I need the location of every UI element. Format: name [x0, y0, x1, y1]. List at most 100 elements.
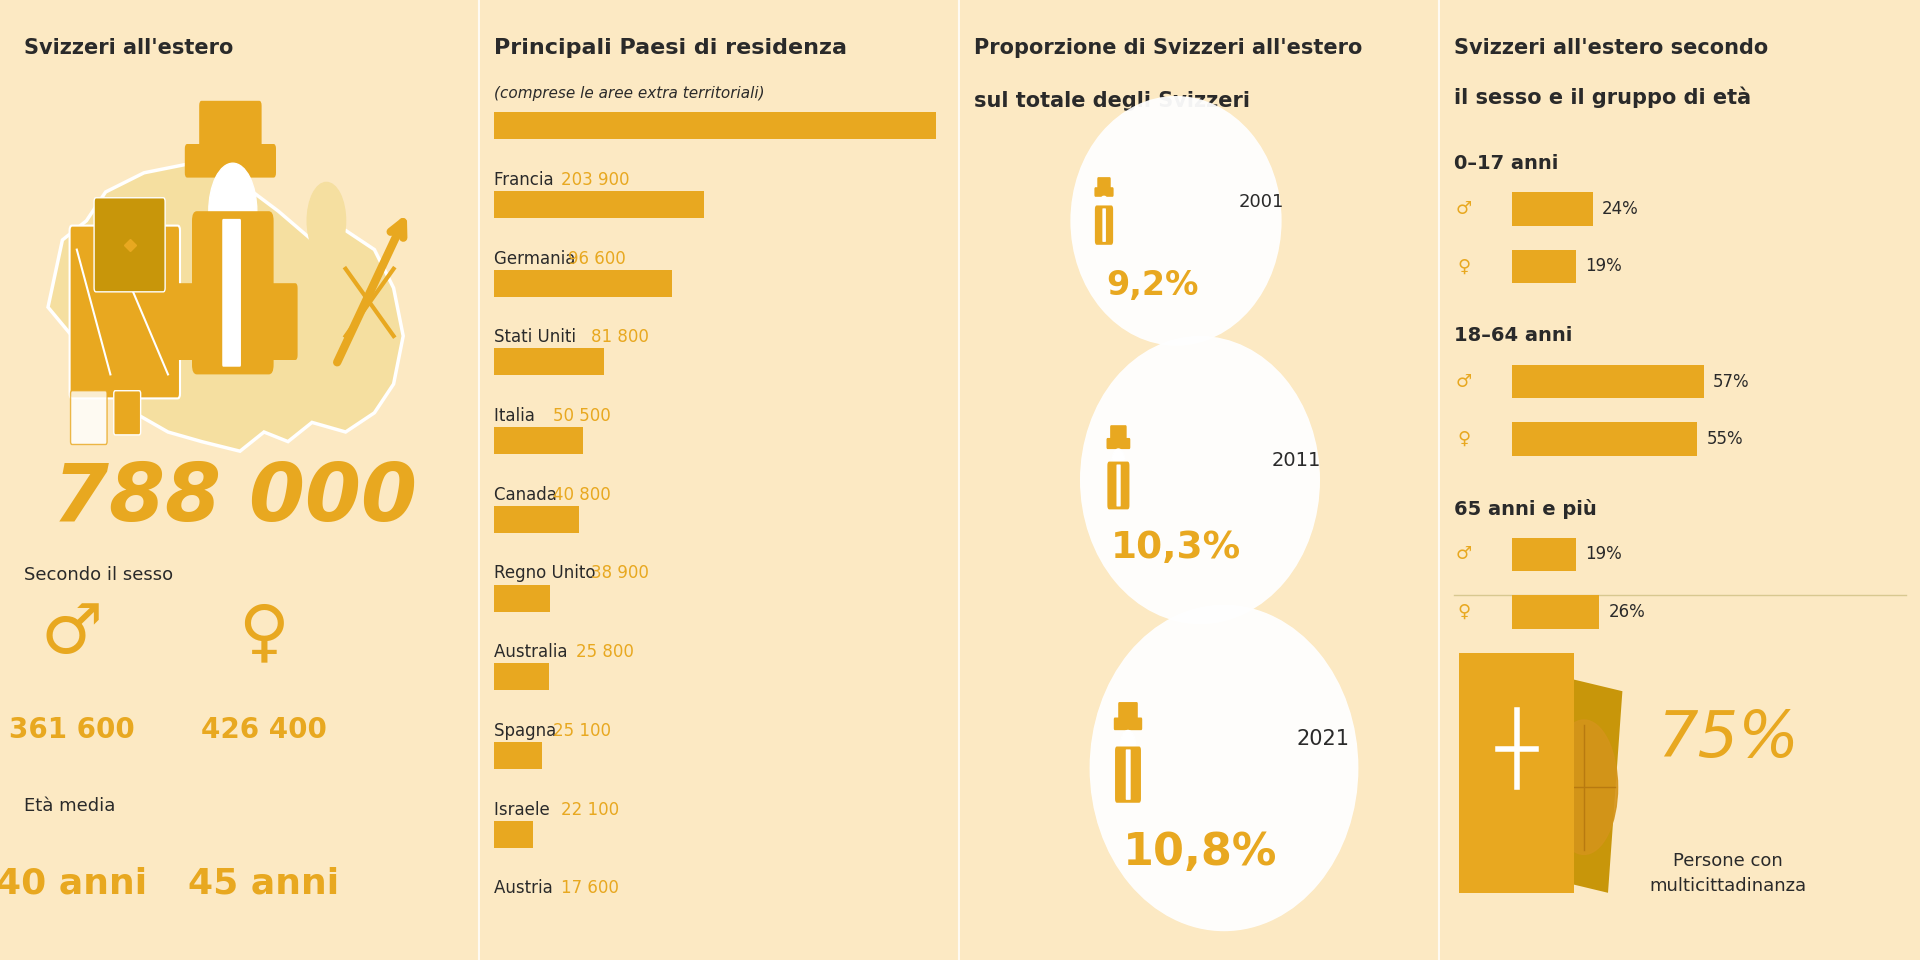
- Text: 426 400: 426 400: [202, 715, 326, 744]
- Text: 2011: 2011: [1271, 451, 1321, 470]
- Text: 361 600: 361 600: [10, 715, 134, 744]
- FancyBboxPatch shape: [495, 742, 541, 769]
- Circle shape: [1098, 196, 1110, 217]
- Text: 96 600: 96 600: [568, 250, 626, 268]
- Circle shape: [307, 182, 346, 259]
- Text: 81 800: 81 800: [591, 328, 649, 347]
- Text: 38 900: 38 900: [591, 564, 649, 583]
- Text: Stati Uniti: Stati Uniti: [495, 328, 582, 347]
- Text: 22 100: 22 100: [561, 801, 618, 819]
- Circle shape: [209, 163, 257, 259]
- Text: il sesso e il gruppo di età: il sesso e il gruppo di età: [1455, 86, 1751, 108]
- FancyBboxPatch shape: [1116, 465, 1121, 507]
- Circle shape: [1112, 449, 1125, 474]
- FancyBboxPatch shape: [192, 211, 273, 374]
- Text: 75%: 75%: [1657, 708, 1799, 770]
- Text: Età media: Età media: [23, 797, 115, 815]
- Text: 45 anni: 45 anni: [188, 866, 340, 900]
- Text: Proporzione di Svizzeri all'estero: Proporzione di Svizzeri all'estero: [973, 38, 1363, 59]
- FancyBboxPatch shape: [1108, 462, 1129, 510]
- FancyBboxPatch shape: [495, 585, 551, 612]
- Text: 40 800: 40 800: [553, 486, 611, 504]
- FancyBboxPatch shape: [169, 283, 202, 360]
- Text: Principali Paesi di residenza: Principali Paesi di residenza: [495, 38, 847, 59]
- Text: 17 600: 17 600: [561, 879, 618, 898]
- FancyBboxPatch shape: [184, 144, 276, 178]
- FancyBboxPatch shape: [495, 427, 584, 454]
- Text: Persone con
multicittadinanza: Persone con multicittadinanza: [1649, 852, 1807, 895]
- FancyBboxPatch shape: [1513, 422, 1697, 456]
- FancyBboxPatch shape: [495, 506, 578, 533]
- Text: 2021: 2021: [1296, 730, 1350, 749]
- FancyBboxPatch shape: [1513, 595, 1599, 629]
- Text: 24%: 24%: [1601, 200, 1640, 218]
- Text: ♀: ♀: [1457, 257, 1471, 276]
- Text: Regno Unito: Regno Unito: [495, 564, 601, 583]
- Text: ♂: ♂: [1455, 372, 1473, 391]
- Polygon shape: [1459, 653, 1574, 893]
- Ellipse shape: [1079, 336, 1321, 624]
- Text: 25 100: 25 100: [553, 722, 611, 740]
- FancyBboxPatch shape: [1513, 192, 1592, 226]
- Text: Austria: Austria: [495, 879, 559, 898]
- Text: 788 000: 788 000: [54, 460, 417, 539]
- FancyBboxPatch shape: [1513, 250, 1576, 283]
- Text: Israele: Israele: [495, 801, 555, 819]
- Text: ♀: ♀: [238, 600, 290, 667]
- Text: (comprese le aree extra territoriali): (comprese le aree extra territoriali): [495, 86, 764, 102]
- Polygon shape: [48, 163, 403, 451]
- Text: Spagna: Spagna: [495, 722, 563, 740]
- FancyBboxPatch shape: [1513, 538, 1576, 571]
- Text: ♀: ♀: [1457, 603, 1471, 621]
- FancyBboxPatch shape: [265, 283, 298, 360]
- FancyBboxPatch shape: [1116, 747, 1140, 803]
- Text: Germania: Germania: [495, 250, 582, 268]
- Text: sul totale degli Svizzeri: sul totale degli Svizzeri: [973, 91, 1250, 111]
- FancyBboxPatch shape: [495, 112, 937, 139]
- Text: 19%: 19%: [1586, 545, 1622, 564]
- Text: Francia: Francia: [495, 171, 559, 189]
- Text: ♀: ♀: [1457, 430, 1471, 448]
- Text: ♂: ♂: [1455, 200, 1473, 218]
- FancyBboxPatch shape: [1125, 750, 1131, 800]
- FancyBboxPatch shape: [1117, 702, 1139, 724]
- FancyBboxPatch shape: [223, 219, 242, 367]
- Text: Svizzeri all'estero: Svizzeri all'estero: [23, 38, 234, 59]
- Text: ♂: ♂: [40, 600, 104, 667]
- FancyBboxPatch shape: [1513, 365, 1703, 398]
- Text: 19%: 19%: [1586, 257, 1622, 276]
- FancyBboxPatch shape: [495, 821, 532, 848]
- Text: 10,3%: 10,3%: [1112, 530, 1240, 566]
- FancyBboxPatch shape: [200, 101, 261, 158]
- Text: 203 900: 203 900: [561, 171, 630, 189]
- FancyBboxPatch shape: [495, 663, 549, 690]
- Circle shape: [1119, 731, 1137, 761]
- Ellipse shape: [1071, 96, 1283, 346]
- FancyBboxPatch shape: [1094, 205, 1114, 245]
- Text: Secondo il sesso: Secondo il sesso: [23, 566, 173, 585]
- Text: 9,2%: 9,2%: [1106, 270, 1198, 302]
- Text: 55%: 55%: [1707, 430, 1743, 448]
- Text: 40 anni: 40 anni: [0, 866, 148, 900]
- FancyBboxPatch shape: [495, 270, 672, 297]
- Text: Australia: Australia: [495, 643, 574, 661]
- Text: Italia: Italia: [495, 407, 541, 425]
- Circle shape: [1551, 720, 1617, 854]
- Text: Svizzeri all'estero secondo: Svizzeri all'estero secondo: [1455, 38, 1768, 59]
- Text: 25 800: 25 800: [576, 643, 634, 661]
- FancyBboxPatch shape: [1102, 208, 1106, 242]
- FancyBboxPatch shape: [1106, 438, 1131, 449]
- FancyBboxPatch shape: [94, 198, 165, 292]
- FancyBboxPatch shape: [71, 391, 108, 444]
- Text: 10,8%: 10,8%: [1123, 830, 1277, 874]
- Text: ♂: ♂: [1455, 545, 1473, 564]
- FancyBboxPatch shape: [495, 348, 603, 375]
- Text: 65 anni e più: 65 anni e più: [1455, 499, 1597, 519]
- FancyBboxPatch shape: [69, 226, 180, 398]
- Text: 2001: 2001: [1238, 193, 1284, 210]
- Text: 57%: 57%: [1713, 372, 1749, 391]
- Ellipse shape: [1089, 605, 1359, 931]
- FancyBboxPatch shape: [1110, 425, 1127, 444]
- FancyBboxPatch shape: [1114, 717, 1142, 731]
- FancyBboxPatch shape: [1094, 187, 1114, 197]
